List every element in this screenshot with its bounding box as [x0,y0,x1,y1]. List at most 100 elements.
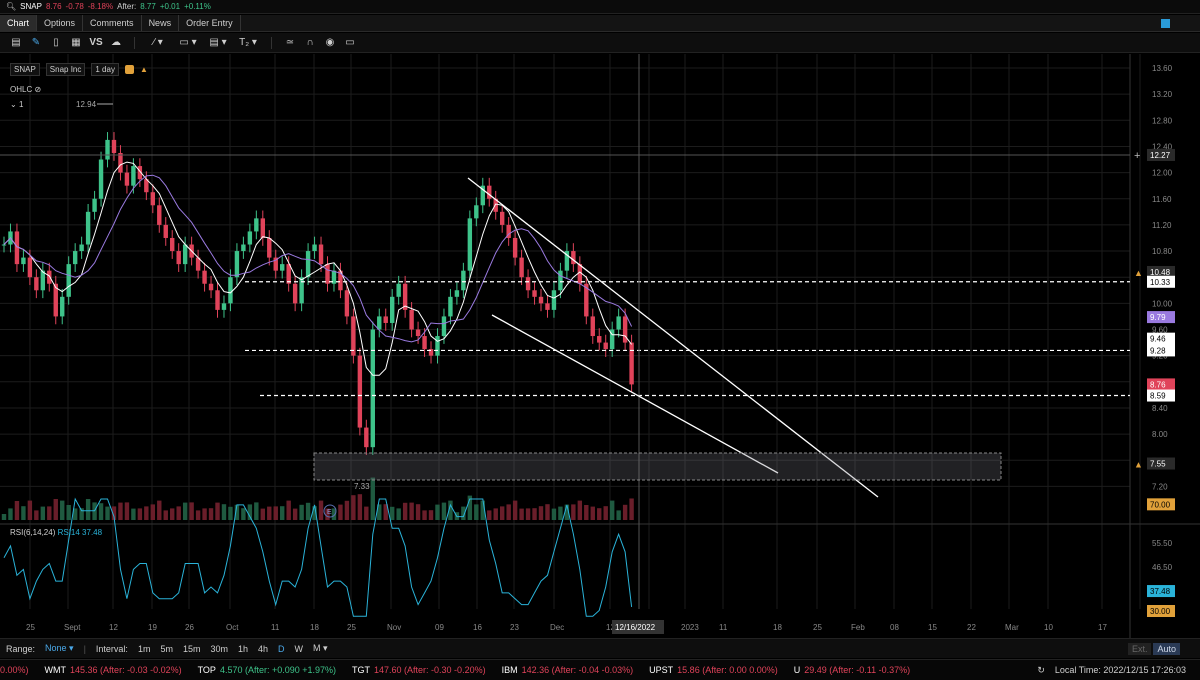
price-tick: 8.00 [1152,430,1168,439]
auto-button[interactable]: Auto [1153,642,1180,655]
chart-header: SNAP Snap Inc 1 day ▲ [10,63,148,76]
add-alert-icon: + [1134,150,1140,162]
interval-d[interactable]: D [278,643,285,654]
volume-bar [14,501,20,520]
price-tag-zone-bg [1147,457,1175,470]
candle-body [34,277,39,291]
candles-icon[interactable]: ▯ [53,37,59,48]
volume-bar [609,500,615,520]
interval-5m[interactable]: 5m [160,643,173,654]
pencil-icon[interactable]: ✎ [31,37,41,48]
volume-bar [202,508,207,520]
tab-order-entry[interactable]: Order Entry [179,15,241,31]
candle-body [364,427,369,448]
ticker-item[interactable]: TGT 147.60 (After: -0.30 -0.20%) [352,665,486,675]
interval-1h[interactable]: 1h [238,643,249,654]
date-tick: Oct [226,623,239,632]
ticker-item[interactable]: 0.00%) [0,665,29,675]
fib-tool-icon[interactable]: ▤ ▾ [209,37,227,48]
hide-icon[interactable]: ⊘ [34,85,42,94]
volume-bar [441,502,447,520]
volume-bar [8,508,13,520]
bell-icon[interactable]: ▲ [139,65,148,74]
quote-symbol[interactable]: SNAP [20,2,42,11]
candle-body [40,270,46,291]
volume-bar [480,500,485,520]
candle-body [499,211,505,225]
volume-bar [85,499,91,520]
interval-30m[interactable]: 30m [210,643,228,654]
search-icon[interactable]: 🔍︎ [6,2,17,11]
interval-w[interactable]: W [294,643,304,654]
ticker-item[interactable]: UPST 15.86 (After: 0.00 0.00%) [649,665,778,675]
interval-m[interactable]: M ▾ [313,643,328,653]
rsi-tag-30: 30.00 [1150,607,1171,616]
date-tick: 12 [109,623,118,632]
interval-15m[interactable]: 15m [182,643,201,654]
volume-bar [157,500,162,520]
magnet-icon[interactable]: ∩ [306,37,314,48]
ticker-item[interactable]: TOP 4.570 (After: +0.090 +1.97%) [198,665,336,675]
volume-bar [124,502,130,520]
candle-body [564,251,570,271]
range-value: None [45,643,67,653]
volume-bar [357,494,363,520]
volume-bar [34,510,39,520]
candle-body [480,185,485,206]
tab-comments[interactable]: Comments [83,15,142,31]
price-chart[interactable]: 12.94 7.33 E 13.60 13.20 12.80 12.40 12.00 11.60… [0,54,1200,638]
text-tool-icon[interactable]: T₂ ▾ [239,37,257,48]
studies-icon[interactable]: ▦ [71,37,81,48]
tab-options[interactable]: Options [37,15,84,31]
candle-body [577,264,583,284]
candle-body [357,355,363,428]
line-tool-icon[interactable]: ∕ ▾ [153,37,163,48]
ext-button[interactable]: Ext. [1127,642,1152,655]
shape-tool-icon[interactable]: ▭ ▾ [179,37,197,48]
interval-1m[interactable]: 1m [137,643,151,654]
volume-bar [519,508,524,520]
volume-bar [461,506,466,520]
ticker-item[interactable]: IBM 142.36 (After: -0.04 -0.03%) [502,665,634,675]
volume-bar [228,506,233,520]
after-price: 8.77 [140,2,156,11]
candle-body [396,283,401,297]
candle-body [609,329,615,350]
calendar-icon[interactable] [124,65,134,74]
volume-bar [176,506,181,520]
candle-body [182,244,188,265]
layout-icon[interactable]: ▤ [11,37,21,48]
tab-bar: Chart Options Comments News Order Entry [0,15,1200,32]
volume-bar [409,502,414,520]
chart-area[interactable]: 12.94 7.33 E 13.60 13.20 12.80 12.40 12.00 11.60… [0,54,1200,638]
date-tick: 25 [26,623,35,632]
eye-icon[interactable]: ◉ [325,37,335,48]
trash-icon[interactable]: ▭ [345,37,355,48]
volume-bar [66,505,71,520]
price-tick: 10.00 [1152,299,1173,308]
toolbar-divider [271,36,272,49]
range-select[interactable]: None ▾ [45,643,74,653]
candle-body [131,166,136,186]
candle-body [493,198,498,212]
tab-news[interactable]: News [142,15,180,31]
rsi-tag-70-bg [1147,498,1175,511]
settings-icon[interactable] [1161,18,1170,28]
ticker-item[interactable]: WMT 145.36 (After: -0.03 -0.02%) [45,665,182,675]
ticker-item[interactable]: U 29.49 (After: -0.11 -0.37%) [794,665,910,675]
interval-4h[interactable]: 4h [258,643,269,654]
header-symbol[interactable]: SNAP [10,63,40,76]
date-tick: 11 [719,623,728,632]
header-period[interactable]: 1 day [91,63,119,76]
tab-chart[interactable]: Chart [0,15,38,31]
cloud-icon[interactable]: ☁ [111,37,121,48]
candle-body [331,270,337,284]
refresh-icon[interactable]: ↻ [1037,664,1045,675]
brush-icon[interactable]: ≃ [285,37,295,48]
rsi-tick: 46.50 [1152,563,1173,572]
expand-toggle[interactable]: ⌄ 1 [10,100,24,109]
volume-bar [286,500,291,520]
compare-icon[interactable]: VS [89,37,103,48]
volume-bar [111,506,117,520]
date-tick: 08 [890,623,899,632]
